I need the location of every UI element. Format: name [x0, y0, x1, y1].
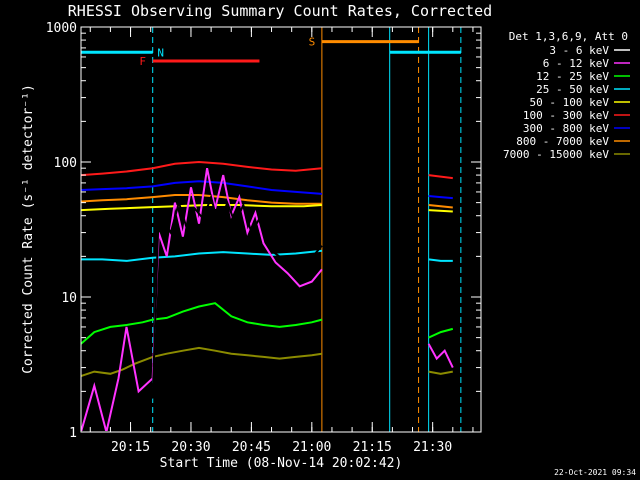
- y-axis: 1 10 100 1000: [46, 21, 481, 441]
- series-line: [428, 258, 453, 262]
- x-tick-label: 20:15: [111, 440, 150, 455]
- legend-entry-label: 6 - 12 keV: [543, 57, 610, 70]
- plot-frame: [80, 26, 482, 433]
- flag-label: F: [139, 55, 146, 68]
- x-tick-label: 21:30: [413, 440, 452, 455]
- series-line: [428, 327, 454, 339]
- legend-title: Det 1,3,6,9, Att 0: [509, 30, 628, 43]
- x-tick-label: 21:15: [353, 440, 392, 455]
- flag-label: N: [157, 46, 164, 59]
- legend-entry-label: 25 - 50 keV: [536, 83, 609, 96]
- series-line: [427, 343, 454, 369]
- series-line: [81, 168, 323, 432]
- series-line: [81, 193, 323, 432]
- timestamp: 22-Oct-2021 09:34: [554, 468, 636, 477]
- y-tick-label: 10: [61, 291, 77, 306]
- legend-entry-label: 800 - 7000 keV: [516, 135, 609, 148]
- series-line: [81, 160, 322, 177]
- legend-entry-label: 300 - 800 keV: [523, 122, 609, 135]
- x-tick-label: 20:45: [232, 440, 271, 455]
- x-axis: 20:15 20:30 20:45 21:00 21:15 21:30: [89, 27, 474, 455]
- flag-label: S: [309, 36, 316, 49]
- chart-title: RHESSI Observing Summary Count Rates, Co…: [68, 2, 492, 20]
- legend-entry-label: 3 - 6 keV: [549, 44, 609, 57]
- y-tick-label: 100: [54, 156, 77, 171]
- legend-entry-label: 100 - 300 keV: [523, 109, 609, 122]
- series-line: [81, 180, 322, 195]
- x-tick-label: 20:30: [171, 440, 210, 455]
- y-tick-label: 1: [69, 426, 77, 441]
- y-tick-label: 1000: [46, 21, 77, 36]
- series-line: [81, 249, 323, 262]
- series-line: [428, 195, 453, 200]
- x-axis-label: Start Time (08-Nov-14 20:02:42): [160, 456, 403, 471]
- series-line: [428, 204, 453, 209]
- series-line: [81, 194, 322, 205]
- legend-entry-label: 7000 - 15000 keV: [503, 148, 609, 161]
- x-tick-label: 21:00: [292, 440, 331, 455]
- legend-entry-label: 50 - 100 keV: [530, 96, 610, 109]
- series-line: [428, 174, 453, 180]
- series-line: [81, 302, 323, 345]
- series-line: [81, 204, 322, 212]
- series-line: [428, 209, 453, 213]
- y-axis-label: Corrected Count Rate (s⁻¹ detector⁻¹): [21, 84, 36, 374]
- series-line: [81, 346, 323, 377]
- series-line: [428, 370, 453, 375]
- legend-entry-label: 12 - 25 keV: [536, 70, 609, 83]
